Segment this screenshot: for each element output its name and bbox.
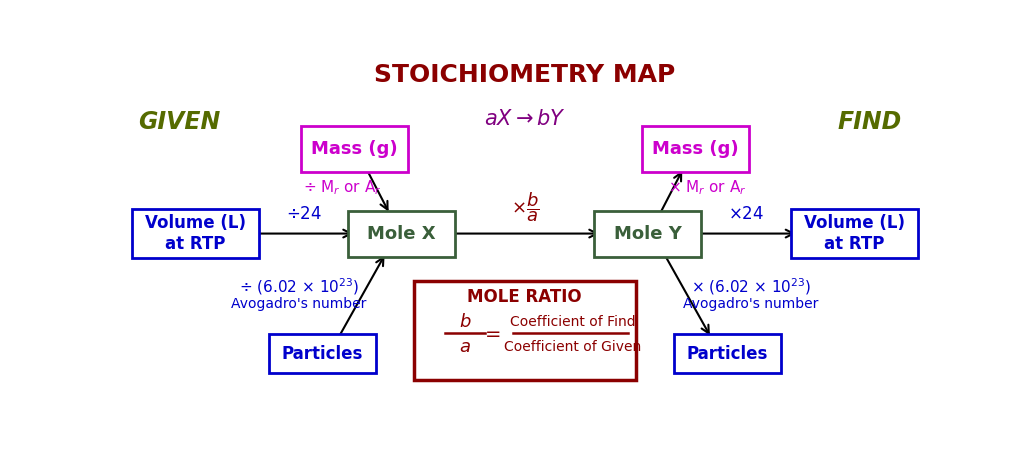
Text: Volume (L)
at RTP: Volume (L) at RTP — [145, 214, 246, 253]
FancyBboxPatch shape — [132, 209, 259, 258]
Text: $\times \dfrac{b}{a}$: $\times \dfrac{b}{a}$ — [511, 190, 539, 224]
FancyBboxPatch shape — [594, 211, 701, 257]
Text: Avogadro's number: Avogadro's number — [231, 297, 367, 311]
Text: FIND: FIND — [838, 110, 902, 134]
Text: $a$: $a$ — [460, 338, 471, 356]
Text: Coefficient of Given: Coefficient of Given — [504, 340, 641, 354]
Text: Particles: Particles — [686, 345, 768, 363]
Text: $\div 24$: $\div 24$ — [286, 205, 322, 223]
FancyBboxPatch shape — [348, 211, 456, 257]
Text: Particles: Particles — [282, 345, 364, 363]
Text: Mass (g): Mass (g) — [311, 140, 397, 158]
Text: STOICHIOMETRY MAP: STOICHIOMETRY MAP — [374, 62, 676, 86]
FancyBboxPatch shape — [269, 334, 376, 373]
FancyBboxPatch shape — [674, 334, 780, 373]
FancyBboxPatch shape — [301, 126, 408, 172]
Text: $aX \rightarrow bY$: $aX \rightarrow bY$ — [483, 109, 566, 129]
Text: Coefficient of Find: Coefficient of Find — [510, 315, 635, 329]
Text: =: = — [484, 325, 502, 344]
Text: Avogadro's number: Avogadro's number — [683, 297, 818, 311]
FancyBboxPatch shape — [791, 209, 918, 258]
Text: $b$: $b$ — [459, 313, 472, 331]
Text: $\div$ M$_r$ or A$_r$: $\div$ M$_r$ or A$_r$ — [303, 178, 382, 197]
FancyBboxPatch shape — [642, 126, 749, 172]
FancyBboxPatch shape — [414, 281, 636, 380]
Text: Volume (L)
at RTP: Volume (L) at RTP — [804, 214, 904, 253]
Text: Mass (g): Mass (g) — [652, 140, 738, 158]
Text: Mole X: Mole X — [368, 224, 436, 242]
Text: $\div$ (6.02 $\times$ 10$^{23}$): $\div$ (6.02 $\times$ 10$^{23}$) — [239, 276, 358, 297]
Text: Mole Y: Mole Y — [613, 224, 682, 242]
Text: $\times 24$: $\times 24$ — [728, 205, 764, 223]
Text: GIVEN: GIVEN — [138, 110, 221, 134]
Text: $\times$ M$_r$ or A$_r$: $\times$ M$_r$ or A$_r$ — [668, 178, 746, 197]
Text: MOLE RATIO: MOLE RATIO — [468, 288, 582, 306]
Text: $\times$ (6.02 $\times$ 10$^{23}$): $\times$ (6.02 $\times$ 10$^{23}$) — [691, 276, 811, 297]
